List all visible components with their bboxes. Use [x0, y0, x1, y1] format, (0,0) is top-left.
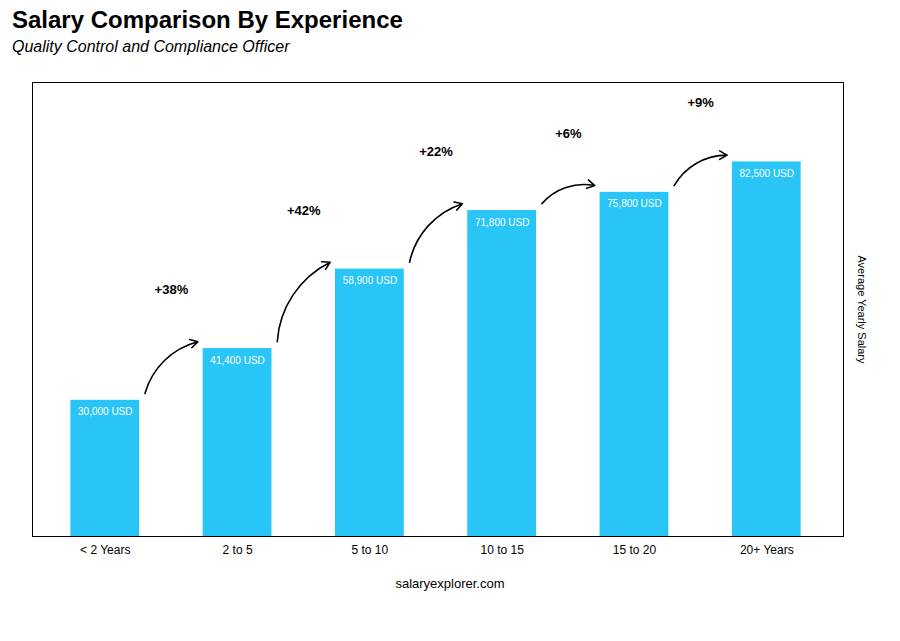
html-text:Salary Comparison By Experienc: Salary Comparison By Experience: [12, 6, 403, 33]
svg-text:+22%: +22%: [419, 144, 453, 159]
svg-text:58,900 USD: 58,900 USD: [343, 275, 397, 286]
svg-text:10 to 15: 10 to 15: [480, 543, 524, 557]
svg-text:2 to 5: 2 to 5: [223, 543, 253, 557]
svg-text:82,500 USD: 82,500 USD: [740, 168, 794, 179]
svg-text:71,800 USD: 71,800 USD: [475, 217, 529, 228]
svg-text:5 to 10: 5 to 10: [352, 543, 389, 557]
svg-text:+9%: +9%: [687, 95, 714, 110]
svg-text:41,400 USD: 41,400 USD: [210, 355, 264, 366]
html-text:salaryexplorer.com: salaryexplorer.com: [395, 576, 505, 591]
svg-text:30,000 USD: 30,000 USD: [78, 406, 132, 417]
svg-text:< 2 Years: < 2 Years: [80, 543, 130, 557]
svg-text:Average Yearly Salary: Average Yearly Salary: [856, 255, 868, 364]
svg-text:+42%: +42%: [287, 203, 321, 218]
svg-text:15 to 20: 15 to 20: [613, 543, 657, 557]
svg-text:75,800 USD: 75,800 USD: [607, 198, 661, 209]
svg-text:+6%: +6%: [555, 126, 582, 141]
svg-text:20+ Years: 20+ Years: [740, 543, 794, 557]
html-text:Quality Control and Compliance: Quality Control and Compliance Officer: [12, 38, 290, 55]
svg-text:+38%: +38%: [155, 282, 189, 297]
